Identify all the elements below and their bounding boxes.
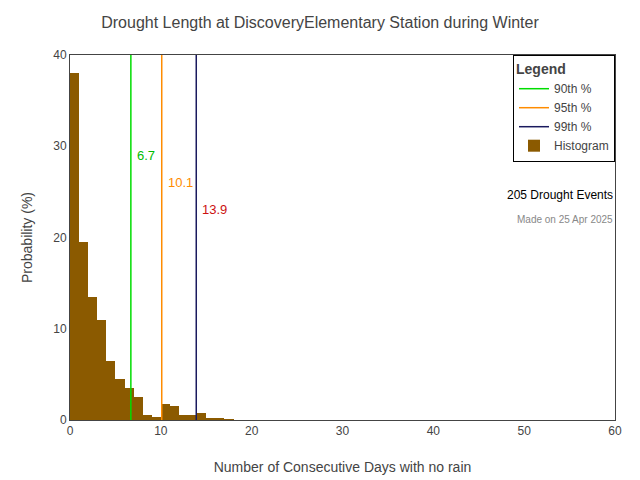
svg-text:6.7: 6.7: [137, 148, 155, 163]
svg-text:20: 20: [245, 424, 259, 438]
svg-text:Drought Length at DiscoveryEle: Drought Length at DiscoveryElementary St…: [101, 14, 539, 31]
svg-text:40: 40: [53, 48, 67, 62]
svg-text:Histogram: Histogram: [554, 139, 609, 153]
svg-text:60: 60: [608, 424, 622, 438]
svg-text:20: 20: [53, 231, 67, 245]
svg-text:Probability (%): Probability (%): [19, 192, 35, 283]
svg-text:Made on 25 Apr 2025: Made on 25 Apr 2025: [517, 214, 613, 225]
svg-text:90th %: 90th %: [554, 82, 592, 96]
svg-text:30: 30: [336, 424, 350, 438]
svg-text:50: 50: [517, 424, 531, 438]
svg-text:0: 0: [67, 424, 74, 438]
svg-text:Number of Consecutive Days wit: Number of Consecutive Days with no rain: [214, 459, 472, 475]
svg-text:40: 40: [427, 424, 441, 438]
svg-text:0: 0: [60, 413, 67, 427]
svg-text:10.1: 10.1: [168, 175, 193, 190]
svg-text:13.9: 13.9: [202, 202, 227, 217]
svg-text:10: 10: [53, 322, 67, 336]
svg-text:30: 30: [53, 139, 67, 153]
svg-text:205 Drought Events: 205 Drought Events: [507, 188, 613, 202]
svg-text:Legend: Legend: [516, 61, 566, 77]
svg-text:95th %: 95th %: [554, 101, 592, 115]
svg-text:10: 10: [154, 424, 168, 438]
svg-text:99th %: 99th %: [554, 120, 592, 134]
